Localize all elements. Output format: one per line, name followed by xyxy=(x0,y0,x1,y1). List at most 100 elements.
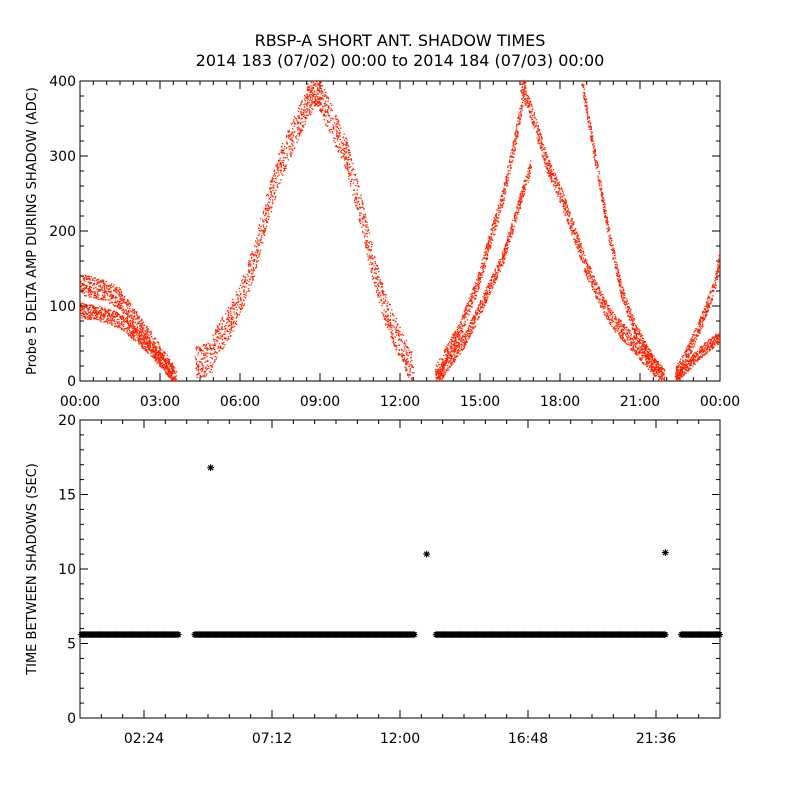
scatter-point xyxy=(315,77,316,78)
scatter-point xyxy=(489,246,491,248)
scatter-point xyxy=(226,322,228,324)
scatter-point xyxy=(436,369,439,371)
scatter-point xyxy=(404,341,406,343)
scatter-point xyxy=(317,87,319,89)
scatter-point xyxy=(107,310,110,312)
scatter-point xyxy=(294,117,296,119)
scatter-point xyxy=(506,181,508,183)
scatter-point xyxy=(222,328,224,330)
scatter-point xyxy=(230,321,233,323)
scatter-point xyxy=(121,295,123,297)
scatter-point xyxy=(338,149,340,151)
scatter-point xyxy=(157,356,159,358)
scatter-point xyxy=(517,131,519,133)
scatter-point xyxy=(354,175,356,177)
scatter-point xyxy=(343,139,346,141)
scatter-point xyxy=(496,218,498,220)
scatter-point xyxy=(386,303,388,305)
scatter-point xyxy=(243,290,245,292)
scatter-point xyxy=(370,249,372,251)
scatter-point xyxy=(142,338,144,340)
scatter-point xyxy=(96,314,98,316)
scatter-point xyxy=(410,353,412,356)
scatter-point xyxy=(377,289,379,291)
scatter-point xyxy=(310,74,311,75)
scatter-point xyxy=(345,151,347,153)
scatter-point xyxy=(267,201,269,203)
scatter-point xyxy=(305,103,307,105)
scatter-point xyxy=(356,182,359,185)
scatter-point xyxy=(165,372,167,374)
scatter-point xyxy=(335,126,337,128)
scatter-point xyxy=(132,322,134,324)
scatter-point xyxy=(132,337,135,339)
scatter-point xyxy=(371,241,373,243)
scatter-point xyxy=(501,253,503,255)
scatter-point xyxy=(309,110,311,112)
scatter-point xyxy=(165,370,167,373)
scatter-point xyxy=(140,342,142,344)
scatter-point xyxy=(123,301,125,304)
scatter-point xyxy=(353,173,355,176)
scatter-point xyxy=(246,273,249,275)
scatter-point xyxy=(204,370,206,373)
scatter-point xyxy=(403,359,405,361)
scatter-point xyxy=(220,337,222,339)
scatter-point xyxy=(125,318,127,320)
scatter-point xyxy=(105,284,107,287)
scatter-point xyxy=(387,308,389,310)
scatter-point xyxy=(506,174,508,176)
scatter-point xyxy=(121,317,123,319)
scatter-point xyxy=(134,312,136,314)
scatter-point xyxy=(209,343,211,345)
scatter-point xyxy=(163,359,165,361)
scatter-point xyxy=(393,319,395,321)
scatter-point xyxy=(490,233,492,235)
scatter-point xyxy=(141,344,143,346)
scatter-point xyxy=(225,337,227,339)
scatter-point xyxy=(144,324,146,326)
scatter-point xyxy=(141,341,144,343)
scatter-point xyxy=(358,203,361,205)
scatter-point xyxy=(100,280,102,282)
scatter-point xyxy=(141,347,144,349)
scatter-point xyxy=(127,300,129,302)
scatter-point xyxy=(258,225,261,227)
scatter-point xyxy=(512,152,514,154)
scatter-point xyxy=(105,292,107,294)
scatter-point xyxy=(486,257,488,259)
scatter-point xyxy=(365,246,367,249)
scatter-point xyxy=(96,306,98,309)
scatter-point xyxy=(197,370,200,372)
scatter-point xyxy=(206,368,208,370)
scatter-point xyxy=(351,179,353,181)
scatter-point xyxy=(482,307,485,309)
scatter-point xyxy=(224,337,226,340)
scatter-point xyxy=(131,326,133,328)
scatter-point xyxy=(239,290,241,292)
scatter-point xyxy=(100,313,102,316)
scatter-point xyxy=(145,333,147,335)
scatter-point xyxy=(292,145,294,147)
scatter-point xyxy=(115,311,117,313)
scatter-point xyxy=(251,282,253,284)
scatter-point xyxy=(160,356,162,358)
scatter-point xyxy=(139,343,141,345)
scatter-point xyxy=(493,234,495,236)
scatter-point xyxy=(158,352,160,354)
scatter-point xyxy=(248,265,250,267)
scatter-point xyxy=(126,316,128,319)
scatter-point xyxy=(361,206,363,208)
scatter-point xyxy=(347,164,349,166)
scatter-point xyxy=(204,376,206,378)
scatter-point xyxy=(195,359,198,361)
scatter-point xyxy=(111,313,113,315)
scatter-point xyxy=(255,246,257,248)
scatter-point xyxy=(441,370,444,372)
scatter-point xyxy=(359,212,361,214)
scatter-point xyxy=(282,174,284,176)
scatter-point xyxy=(142,343,144,345)
scatter-point xyxy=(455,334,457,336)
scatter-point xyxy=(241,302,243,304)
scatter-point xyxy=(127,326,129,329)
